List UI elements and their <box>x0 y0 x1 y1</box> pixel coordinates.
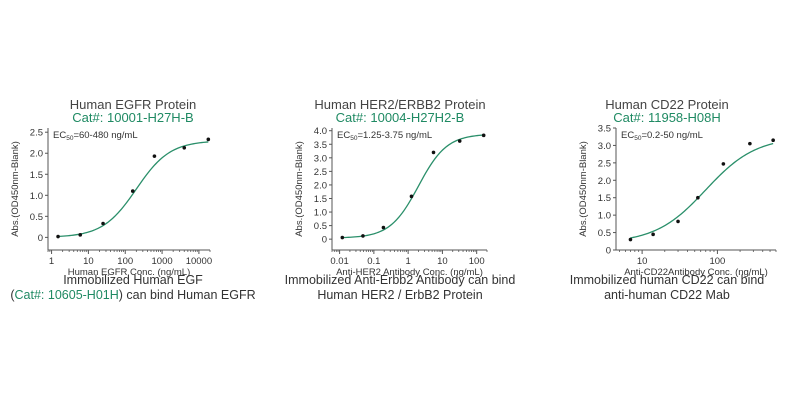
y-tick-label: 2.0 <box>30 149 43 160</box>
caption-catalog-number: Cat#: 10605-H01H <box>14 288 119 302</box>
ec50-annotation: EC50=0.2-50 ng/mL <box>621 130 703 142</box>
x-tick-label: 100 <box>469 256 485 267</box>
data-point <box>748 141 752 146</box>
data-point <box>56 234 60 239</box>
data-point <box>651 232 655 237</box>
cd22-chart: 0 0.5 1.0 1.5 2.0 2.5 3.0 3.5 10 100Anti-CD22Anti… <box>578 124 777 278</box>
x-tick-label: 10 <box>437 256 448 267</box>
fit-curve <box>58 141 209 238</box>
data-point <box>628 237 633 242</box>
data-point <box>206 137 211 142</box>
data-point <box>78 233 83 237</box>
y-tick-label: 1.5 <box>598 193 611 204</box>
data-point <box>381 225 386 230</box>
y-tick-label: 2.5 <box>30 128 43 139</box>
x-tick-label: 10 <box>637 256 648 267</box>
y-tick-label: 3.5 <box>314 140 327 151</box>
data-point <box>676 219 680 224</box>
data-point <box>101 221 105 226</box>
x-tick-label: 100 <box>709 256 725 267</box>
x-tick-label: 1000 <box>152 256 173 267</box>
x-tick-label: 100 <box>117 256 133 267</box>
caption-text: anti-human CD22 Mab <box>604 288 730 302</box>
y-tick-label: 1.0 <box>30 191 43 202</box>
x-tick-label: 1 <box>49 256 54 267</box>
x-axis-label: Anti-HER2 Antibody Conc. (ng/mL) <box>336 267 483 278</box>
y-tick-label: 2.0 <box>598 176 611 187</box>
caption-line: Immobilized Anti-Erbb2 Antibody can bind <box>267 273 533 288</box>
y-tick-label: 1.0 <box>314 208 327 219</box>
y-tick-label: 0 <box>38 233 43 244</box>
chart-caption: Immobilized Anti-Erbb2 Antibody can bind… <box>267 273 533 303</box>
fit-curve <box>342 134 484 239</box>
x-tick-label: 1 <box>405 256 410 267</box>
x-tick-label: 0.1 <box>367 256 380 267</box>
her2-panel: Human HER2/ERBB2 Protein Cat#: 10004-H27… <box>267 0 533 400</box>
y-axis-label: Abs.(OD450nm-Blank) <box>578 141 589 237</box>
y-tick-label: 4.0 <box>314 126 327 137</box>
caption-text: ( <box>10 288 15 302</box>
x-tick-label: 10 <box>83 256 94 267</box>
y-tick-label: 1.5 <box>30 170 43 181</box>
caption-line: Immobilized human CD22 can bind <box>534 273 800 288</box>
y-tick-label: 0.5 <box>314 221 327 232</box>
data-point <box>182 145 187 150</box>
data-point <box>409 194 414 199</box>
caption-line: (Cat#: 10605-H01H) can bind Human EGFR <box>0 288 266 303</box>
y-axis-label: Abs.(OD450nm-Blank) <box>10 141 21 237</box>
y-tick-label: 3.0 <box>314 153 327 164</box>
her2-chart: 0 0.5 1.0 1.5 2.0 2.5 3.0 3.5 4.0 0.01 0.1 1 10 100An… <box>294 126 488 278</box>
chart-title: Human CD22 Protein <box>605 97 729 112</box>
y-tick-label: 0 <box>606 246 611 257</box>
caption-text: Human HER2 / ErbB2 Protein <box>317 288 483 302</box>
catalog-number: Cat#: 10004-H27H2-B <box>335 110 465 125</box>
x-axis-label: Anti-CD22Antibody Conc. (ng/mL) <box>624 267 768 278</box>
y-tick-label: 1.5 <box>314 194 327 205</box>
x-tick-label: 10000 <box>186 256 212 267</box>
y-tick-label: 2.0 <box>314 180 327 191</box>
data-point <box>130 189 135 193</box>
y-tick-label: 0.5 <box>30 212 43 223</box>
catalog-number: Cat#: 11958-H08H <box>613 110 721 125</box>
catalog-number: Cat#: 10001-H27H-B <box>72 110 194 125</box>
data-point <box>431 150 436 155</box>
data-point <box>340 235 345 240</box>
y-tick-label: 3.0 <box>598 141 611 152</box>
y-tick-label: 0 <box>322 235 327 246</box>
data-point <box>721 162 726 166</box>
chart-caption: Immobilized Human EGF (Cat#: 10605-H01H) … <box>0 273 266 303</box>
y-tick-label: 2.5 <box>598 158 611 169</box>
data-point <box>152 154 157 158</box>
chart-title: Human HER2/ERBB2 Protein <box>314 97 486 112</box>
caption-text: Immobilized Human EGF <box>63 273 203 287</box>
fit-curve <box>630 142 774 239</box>
ec50-annotation: EC50=60-480 ng/mL <box>53 130 138 142</box>
y-tick-label: 0.5 <box>598 228 611 239</box>
caption-line: Immobilized Human EGF <box>0 273 266 288</box>
data-point <box>696 195 700 200</box>
caption-line: anti-human CD22 Mab <box>534 288 800 303</box>
caption-line: Human HER2 / ErbB2 Protein <box>267 288 533 303</box>
y-tick-label: 2.5 <box>314 167 327 178</box>
chart-title: Human EGFR Protein <box>69 97 197 112</box>
ec50-annotation: EC50=1.25-3.75 ng/mL <box>337 130 432 142</box>
caption-text: ) can bind Human EGFR <box>118 288 256 302</box>
y-axis-label: Abs.(OD450nm-Blank) <box>294 141 305 237</box>
data-point <box>457 139 462 143</box>
caption-text: Immobilized Anti-Erbb2 Antibody can bind <box>284 273 516 287</box>
y-tick-label: 1.0 <box>598 211 611 222</box>
data-point <box>481 133 486 138</box>
cd22-panel: Human CD22 Protein Cat#: 11958-H08H 0 0.5… <box>534 0 800 400</box>
data-point <box>361 234 365 238</box>
caption-text: Immobilized human CD22 can bind <box>569 273 765 287</box>
x-tick-label: 0.01 <box>330 256 349 267</box>
x-axis-label: Human EGFR Conc. (ng/mL) <box>68 267 190 278</box>
data-point <box>771 138 775 142</box>
chart-caption: Immobilized human CD22 can bind anti-huma… <box>534 273 800 303</box>
y-tick-label: 3.5 <box>598 124 611 135</box>
